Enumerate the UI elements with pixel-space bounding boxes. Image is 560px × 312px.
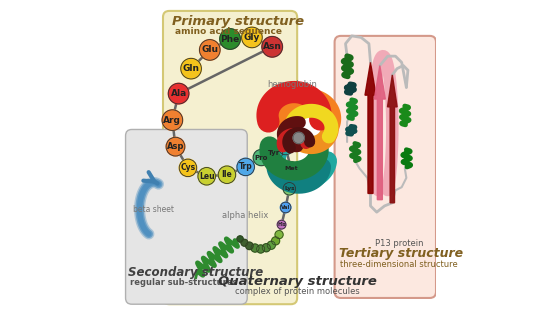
Circle shape	[256, 245, 265, 253]
Circle shape	[283, 183, 296, 195]
Circle shape	[220, 29, 240, 49]
Text: three-dimensional structure: three-dimensional structure	[340, 260, 458, 269]
FancyArrow shape	[388, 75, 397, 203]
Circle shape	[262, 244, 270, 252]
Text: Secondary structure: Secondary structure	[128, 266, 263, 279]
Text: Cys: Cys	[180, 163, 195, 172]
FancyBboxPatch shape	[163, 11, 297, 304]
Text: Asn: Asn	[263, 42, 282, 51]
Text: Gly: Gly	[244, 33, 260, 42]
Text: Ala: Ala	[170, 89, 186, 98]
Circle shape	[293, 132, 304, 144]
Circle shape	[251, 244, 259, 252]
Circle shape	[266, 145, 282, 161]
Text: Gln: Gln	[183, 64, 199, 73]
Circle shape	[162, 110, 183, 130]
Text: Leu: Leu	[199, 172, 214, 181]
Circle shape	[169, 83, 189, 104]
FancyArrow shape	[374, 66, 385, 200]
Circle shape	[166, 137, 185, 156]
Text: P13 protein: P13 protein	[375, 240, 423, 248]
Text: Tertiary structure: Tertiary structure	[339, 247, 463, 261]
Text: Tyr: Tyr	[268, 150, 281, 156]
Circle shape	[237, 236, 243, 242]
Circle shape	[277, 220, 286, 229]
Circle shape	[267, 241, 276, 249]
Circle shape	[241, 239, 248, 246]
Text: alpha helix: alpha helix	[222, 212, 269, 220]
Text: Quaternary structure: Quaternary structure	[218, 275, 376, 289]
Circle shape	[262, 37, 282, 57]
Circle shape	[253, 149, 269, 166]
Circle shape	[272, 237, 279, 245]
Circle shape	[284, 162, 298, 175]
Text: Lys: Lys	[284, 186, 295, 191]
Circle shape	[181, 58, 202, 79]
Circle shape	[179, 159, 197, 177]
Text: Arg: Arg	[164, 116, 181, 124]
Text: regular sub-structures: regular sub-structures	[130, 279, 238, 287]
Text: Phe: Phe	[221, 35, 240, 43]
Text: Primary structure: Primary structure	[172, 15, 305, 28]
Text: Met: Met	[284, 166, 298, 171]
Circle shape	[241, 27, 262, 48]
Text: complex of protein molecules: complex of protein molecules	[235, 287, 360, 296]
Circle shape	[275, 231, 283, 239]
Circle shape	[281, 202, 291, 213]
Text: Pro: Pro	[255, 154, 268, 161]
Text: Val: Val	[281, 205, 290, 210]
Text: Ser: Ser	[279, 144, 292, 150]
Circle shape	[246, 242, 253, 250]
Text: beta sheet: beta sheet	[133, 205, 174, 214]
FancyBboxPatch shape	[335, 36, 436, 298]
FancyArrow shape	[365, 62, 376, 193]
FancyBboxPatch shape	[125, 129, 248, 304]
Text: amino acid sequence: amino acid sequence	[175, 27, 282, 36]
Text: hemoglobin: hemoglobin	[268, 80, 318, 89]
Circle shape	[278, 140, 293, 155]
Circle shape	[199, 40, 220, 60]
Text: Ile: Ile	[222, 170, 232, 179]
Text: Trp: Trp	[239, 163, 253, 171]
Text: Asp: Asp	[167, 142, 184, 151]
Circle shape	[237, 158, 254, 176]
Text: His: His	[277, 222, 286, 227]
Text: Glu: Glu	[201, 46, 218, 54]
Circle shape	[198, 168, 216, 185]
Circle shape	[218, 166, 236, 183]
